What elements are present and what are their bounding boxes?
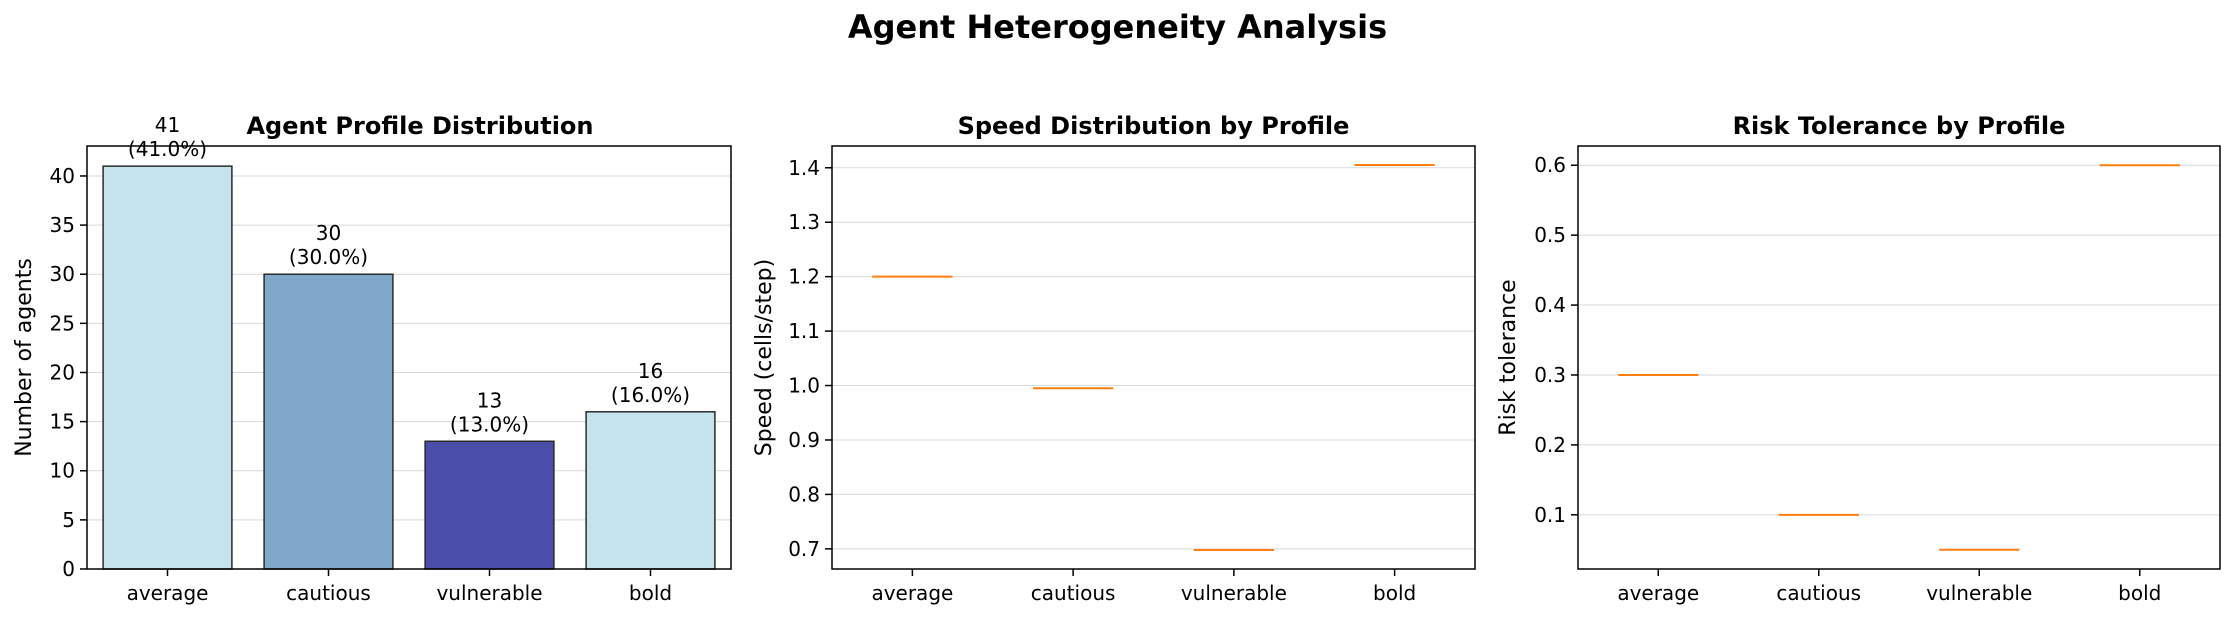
- x-tick-label-vulnerable: vulnerable: [1181, 581, 1287, 605]
- y-axis-label: Risk tolerance: [1496, 279, 1521, 435]
- y-axis-label: Number of agents: [12, 258, 37, 457]
- chart-panel-risk-tolerance: 0.1 0.2 0.3 0.4 0.5 0.6 average cautious vulnera…: [1496, 112, 2221, 605]
- x-tick-label-average: average: [127, 581, 209, 605]
- panel-title: Agent Profile Distribution: [246, 112, 593, 140]
- y-tick-label: 0.1: [1534, 503, 1566, 527]
- y-tick-label: 40: [50, 164, 75, 188]
- y-tick-label: 5: [62, 508, 75, 532]
- y-tick-label: 35: [50, 213, 75, 237]
- x-tick-label-bold: bold: [1373, 581, 1416, 605]
- y-axis-label: Speed (cells/step): [752, 259, 777, 456]
- bar-bold: [585, 411, 716, 570]
- x-tick-label-bold: bold: [629, 581, 672, 605]
- bar-cautious: [263, 273, 394, 570]
- y-tick-label: 1.3: [788, 210, 820, 234]
- y-tick-label: 10: [50, 459, 75, 483]
- y-tick-label: 0.7: [788, 537, 820, 561]
- chart-panel-profile-distribution: 41 (41.0%) 30 (30.0%) 13 (13.0%) 16 (16.0%) 0 5 10…: [12, 112, 732, 605]
- y-tick-label: 25: [50, 311, 75, 335]
- y-tick-label: 1.0: [788, 374, 820, 398]
- x-tick-label-vulnerable: vulnerable: [1926, 581, 2032, 605]
- x-tick-label-cautious: cautious: [1031, 581, 1116, 605]
- data-label-cautious: 30 (30.0%): [289, 221, 368, 269]
- x-tick-label-average: average: [871, 581, 953, 605]
- y-tick-label: 0.2: [1534, 433, 1566, 457]
- y-tick-label: 0.8: [788, 482, 820, 506]
- data-label-average: 41 (41.0%): [128, 113, 207, 161]
- y-tick-label: 1.4: [788, 156, 820, 180]
- x-tick-label-bold: bold: [2118, 581, 2161, 605]
- y-tick-label: 0: [62, 557, 75, 581]
- x-tick-label-average: average: [1617, 581, 1699, 605]
- axes-frame: [831, 145, 1476, 570]
- bar-vulnerable: [424, 440, 555, 570]
- y-tick-label: 0.5: [1534, 223, 1566, 247]
- figure-title: Agent Heterogeneity Analysis: [847, 8, 1388, 46]
- chart-panel-speed-distribution: 0.7 0.8 0.9 1.0 1.1 1.2 1.3 1.4 average cautious v…: [752, 112, 1476, 605]
- data-label-vulnerable: 13 (13.0%): [450, 388, 529, 436]
- x-tick-label-cautious: cautious: [286, 581, 371, 605]
- x-tick-label-vulnerable: vulnerable: [436, 581, 542, 605]
- axes-frame: [1577, 145, 2221, 570]
- y-tick-label: 1.1: [788, 319, 820, 343]
- data-label-bold: 16 (16.0%): [611, 359, 690, 407]
- y-tick-label: 0.4: [1534, 293, 1566, 317]
- y-tick-label: 1.2: [788, 265, 820, 289]
- panel-title: Speed Distribution by Profile: [958, 112, 1350, 140]
- panel-title: Risk Tolerance by Profile: [1733, 112, 2066, 140]
- y-tick-label: 0.3: [1534, 363, 1566, 387]
- x-tick-label-cautious: cautious: [1776, 581, 1861, 605]
- axes-frame: [86, 145, 732, 570]
- bar-average: [102, 165, 233, 570]
- y-tick-label: 30: [50, 262, 75, 286]
- y-tick-label: 15: [50, 410, 75, 434]
- y-tick-label: 20: [50, 360, 75, 384]
- y-tick-label: 0.9: [788, 428, 820, 452]
- y-tick-label: 0.6: [1534, 153, 1566, 177]
